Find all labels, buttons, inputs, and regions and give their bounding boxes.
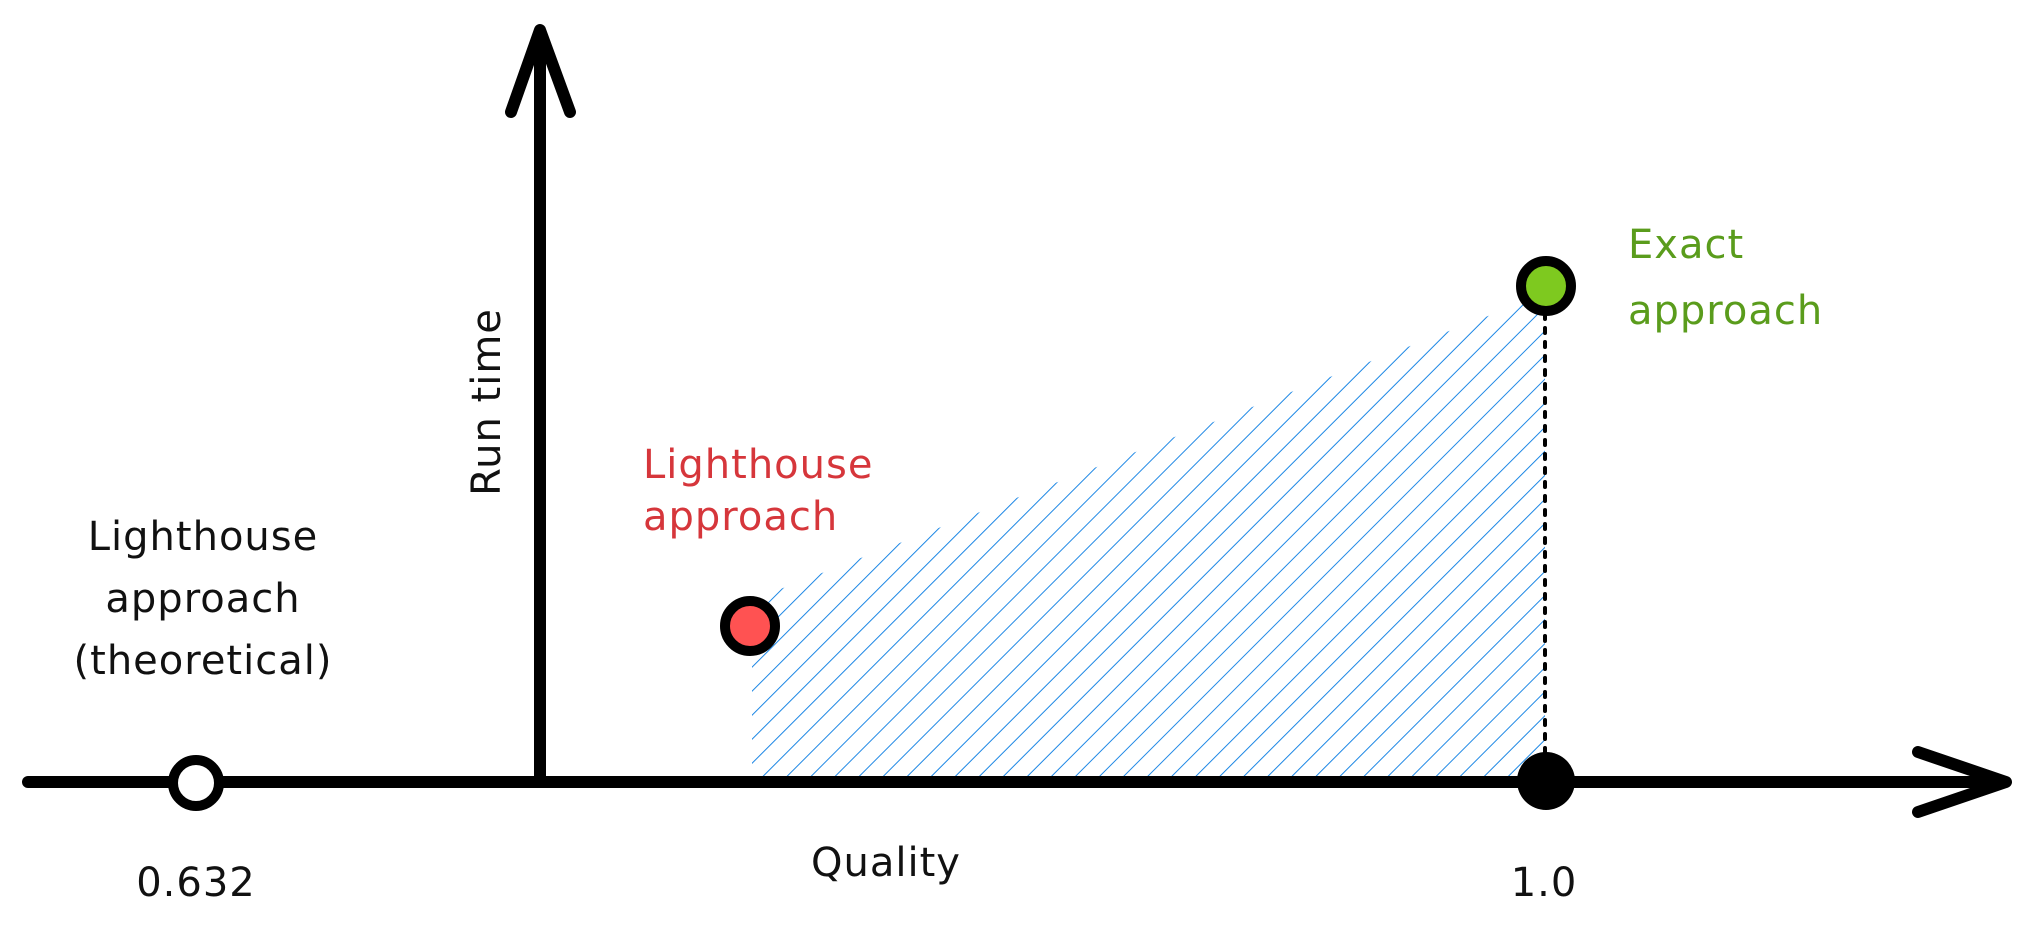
y-axis-arrowhead	[505, 24, 576, 118]
lighthouse-line-1: Lighthouse	[643, 442, 873, 488]
x-axis-label: Quality	[811, 840, 961, 886]
exact-axis-point	[1517, 752, 1575, 810]
lighthouse-line-2: approach	[643, 494, 838, 540]
exact-line-2: approach	[1628, 288, 1823, 334]
theoretical-line-1: Lighthouse	[88, 514, 318, 560]
x-axis	[22, 746, 2012, 818]
lighthouse-annotation: Lighthouse approach	[643, 442, 873, 540]
x-axis-arrowhead	[1912, 746, 2012, 818]
theoretical-line-3: (theoretical)	[74, 638, 333, 684]
exact-point	[1516, 256, 1576, 316]
lighthouse-point	[720, 596, 780, 656]
tick-label-left: 0.632	[136, 860, 256, 906]
theoretical-annotation: Lighthouse approach (theoretical)	[74, 514, 333, 684]
theoretical-point	[168, 755, 224, 811]
y-axis	[505, 24, 576, 788]
tradeoff-region	[752, 294, 1545, 780]
theoretical-line-2: approach	[105, 576, 300, 622]
exact-annotation: Exact approach	[1628, 222, 1823, 334]
tick-label-right: 1.0	[1511, 860, 1578, 906]
exact-line-1: Exact	[1628, 222, 1744, 268]
y-axis-label: Run time	[464, 308, 510, 496]
